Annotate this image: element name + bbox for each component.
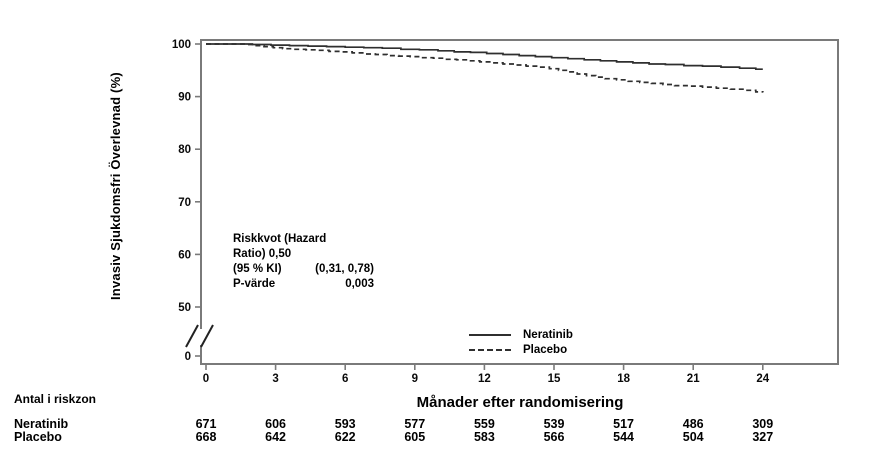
risk-count-neratinib: 309: [752, 417, 774, 431]
legend-label-neratinib: Neratinib: [523, 328, 573, 341]
annotation-ci-row: (95 % KI) (0,31, 0,78): [233, 262, 374, 277]
risk-count-placebo: 605: [404, 430, 426, 444]
x-tick-label: 9: [412, 373, 418, 385]
x-tick-label: 15: [548, 373, 561, 385]
y-tick-label: 50: [178, 302, 191, 314]
legend-item-neratinib: Neratinib: [469, 327, 573, 342]
legend-item-placebo: Placebo: [469, 342, 573, 357]
x-tick-label: 12: [478, 373, 491, 385]
risk-count-neratinib: 606: [265, 417, 287, 431]
risk-row-name-placebo: Placebo: [14, 430, 62, 444]
risk-count-placebo: 327: [752, 430, 774, 444]
legend-label-placebo: Placebo: [523, 343, 568, 356]
axis-break-icon: [185, 324, 214, 348]
risk-table-title: Antal i riskzon: [14, 392, 97, 406]
risk-count-neratinib: 559: [473, 417, 495, 431]
annotation-pvalue-row: P-värde 0,003: [233, 277, 374, 292]
risk-count-neratinib: 577: [404, 417, 426, 431]
x-tick-label: 18: [617, 373, 630, 385]
curve-neratinib: [206, 43, 763, 71]
legend: Neratinib Placebo: [469, 327, 573, 357]
hazard-ratio-annotation: Riskkvot (Hazard Ratio) 0,50 (95 % KI) (…: [233, 232, 374, 292]
y-tick-label: 70: [178, 197, 191, 209]
pvalue-label: P-värde: [233, 278, 276, 290]
pvalue-value: 0,003: [345, 278, 374, 290]
y-tick-label: 100: [172, 39, 191, 51]
risk-count-neratinib: 671: [195, 417, 217, 431]
risk-row-name-neratinib: Neratinib: [14, 417, 69, 431]
y-zero-label: 0: [185, 351, 191, 363]
y-tick-label: 80: [178, 144, 191, 156]
solid-line-sample-icon: [469, 333, 511, 336]
x-axis-label: Månader efter randomisering: [416, 394, 624, 411]
risk-count-placebo: 566: [543, 430, 565, 444]
x-tick-label: 0: [203, 373, 209, 385]
plot-frame: [200, 39, 839, 365]
curve-placebo: [206, 43, 764, 93]
risk-count-neratinib: 539: [543, 417, 565, 431]
risk-count-placebo: 544: [613, 430, 635, 444]
x-tick-label: 3: [272, 373, 278, 385]
risk-count-neratinib: 517: [613, 417, 635, 431]
risk-count-placebo: 642: [265, 430, 287, 444]
annotation-line-2: Ratio) 0,50: [233, 248, 292, 260]
y-tick-label: 60: [178, 249, 191, 261]
x-tick-label: 6: [342, 373, 348, 385]
dashed-line-sample-icon: [469, 348, 511, 351]
ci-value: (0,31, 0,78): [315, 263, 374, 275]
x-tick-label: 24: [756, 373, 769, 385]
risk-count-placebo: 583: [473, 430, 495, 444]
x-tick-label: 21: [687, 373, 700, 385]
y-tick-label: 90: [178, 92, 191, 104]
risk-count-placebo: 504: [682, 430, 704, 444]
risk-count-placebo: 622: [334, 430, 356, 444]
risk-count-placebo: 668: [195, 430, 217, 444]
annotation-line-1: Riskkvot (Hazard: [233, 233, 327, 245]
risk-count-neratinib: 593: [334, 417, 356, 431]
risk-count-neratinib: 486: [682, 417, 704, 431]
ci-label: (95 % KI): [233, 263, 282, 275]
